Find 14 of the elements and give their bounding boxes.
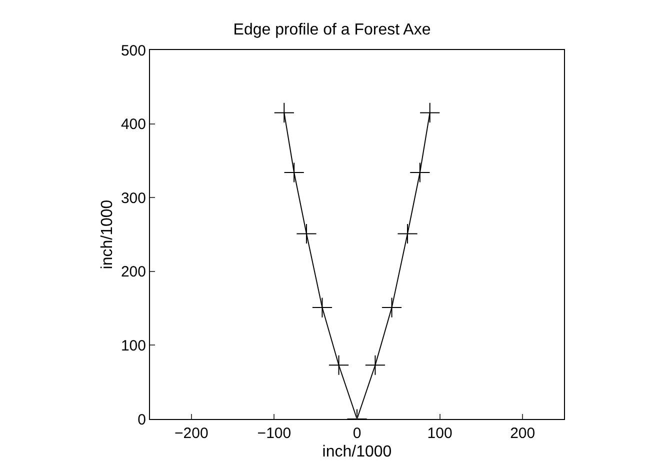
y-tick-label: 400 [120,116,146,134]
x-tick-label: −100 [257,425,292,442]
x-axis-title: inch/1000 [322,444,392,461]
y-tick-label: 300 [120,190,146,207]
y-tick-label: 500 [120,42,146,60]
x-tick-label: −200 [174,425,208,442]
y-axis-title: inch/1000 [98,200,116,270]
x-tick-label: 100 [427,425,452,442]
y-tick-label: 200 [120,264,146,281]
chart-title: Edge profile of a Forest Axe [233,22,431,39]
x-tick-label: 0 [352,425,362,442]
y-tick-label: 0 [138,411,146,428]
y-tick-label: 100 [120,337,146,354]
x-tick-label: 200 [510,425,536,442]
